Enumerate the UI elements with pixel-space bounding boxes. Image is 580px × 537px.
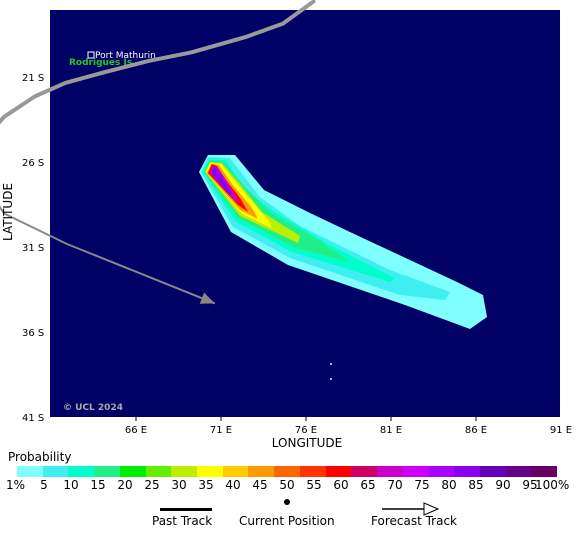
current-position-legend-label: Current Position <box>239 514 335 528</box>
map-speck <box>330 378 332 380</box>
probability-swatch <box>325 466 352 477</box>
probability-scale-label: 30 <box>171 478 187 492</box>
rodrigues-island-label: Rodrigues Is. <box>69 58 136 68</box>
lon-tick-label: 76 E <box>295 425 317 436</box>
probability-swatch <box>351 466 378 477</box>
probability-swatch <box>68 466 95 477</box>
map-speck <box>330 363 332 365</box>
probability-swatch <box>454 466 480 477</box>
probability-swatch <box>248 466 275 477</box>
swath-band-purple <box>212 166 232 196</box>
probability-swatch <box>17 466 43 477</box>
probability-scale-label: 100% <box>535 478 570 492</box>
probability-scale-label: 45 <box>252 478 268 492</box>
probability-swatch <box>171 466 198 477</box>
y-axis-title: LATITUDE <box>1 183 15 241</box>
lon-tick-label: 86 E <box>465 425 487 436</box>
forecast-track-arrowhead-icon <box>199 292 215 304</box>
probability-swatch <box>505 466 532 477</box>
probability-legend-title: Probability <box>8 450 72 464</box>
probability-swatch <box>402 466 429 477</box>
probability-scale-label: 35 <box>198 478 214 492</box>
probability-swatch <box>531 466 558 477</box>
probability-scale-label: 65 <box>360 478 376 492</box>
probability-scale-label: 85 <box>468 478 484 492</box>
probability-scale-label: 60 <box>333 478 349 492</box>
probability-swatch <box>299 466 326 477</box>
probability-scale-label: 20 <box>117 478 133 492</box>
forecast-track-legend-label: Forecast Track <box>371 514 457 528</box>
probability-swatch <box>377 466 403 477</box>
probability-swatch <box>94 466 120 477</box>
probability-scale-label: 1% <box>6 478 26 492</box>
probability-swatch <box>145 466 172 477</box>
probability-scale-label: 90 <box>495 478 511 492</box>
lon-tick-label: 66 E <box>125 425 147 436</box>
latitude-axis: 21 S 26 S 31 S 36 S 41 S <box>22 73 44 424</box>
lat-tick-label: 41 S <box>22 413 44 424</box>
past-track-legend-swatch <box>160 508 212 511</box>
copyright-text: © UCL 2024 <box>63 403 123 413</box>
probability-swath <box>199 155 487 329</box>
probability-scale-label: 40 <box>225 478 241 492</box>
lon-tick-label: 71 E <box>210 425 232 436</box>
lat-tick-label: 21 S <box>22 73 44 84</box>
probability-scale-label: 10 <box>63 478 79 492</box>
x-axis-title: LONGITUDE <box>272 436 342 450</box>
past-track-line <box>0 0 316 125</box>
lon-tick-label: 81 E <box>380 425 402 436</box>
port-mathurin-marker-icon <box>87 51 95 59</box>
probability-scale-label: 5 <box>40 478 48 492</box>
lon-tick-label: 91 E <box>550 425 572 436</box>
longitude-axis: 66 E 71 E 76 E 81 E 86 E 91 E <box>125 417 572 436</box>
lat-tick-label: 31 S <box>22 243 44 254</box>
probability-swatch <box>119 466 146 477</box>
probability-scale-label: 80 <box>441 478 457 492</box>
lat-tick-label: 26 S <box>22 158 44 169</box>
probability-scale-label: 75 <box>414 478 430 492</box>
probability-swatch <box>479 466 506 477</box>
probability-scale-label: 55 <box>306 478 322 492</box>
port-mathurin-label: Port Mathurin <box>95 51 156 61</box>
probability-scale-label: 15 <box>90 478 106 492</box>
probability-swatch <box>222 466 249 477</box>
probability-swatch <box>428 466 455 477</box>
past-track-legend-label: Past Track <box>152 514 213 528</box>
forecast-track-legend-arrow-icon <box>382 502 440 516</box>
probability-scale-label: 95 <box>522 478 538 492</box>
probability-color-scale <box>17 466 558 477</box>
forecast-track-line <box>0 205 216 305</box>
probability-swatch <box>274 466 300 477</box>
probability-swatch <box>42 466 69 477</box>
probability-scale-label: 70 <box>387 478 403 492</box>
lat-tick-label: 36 S <box>22 328 44 339</box>
current-position-legend-dot <box>284 499 290 505</box>
probability-scale-label: 25 <box>144 478 160 492</box>
probability-scale-label: 50 <box>279 478 295 492</box>
probability-swatch <box>197 466 223 477</box>
